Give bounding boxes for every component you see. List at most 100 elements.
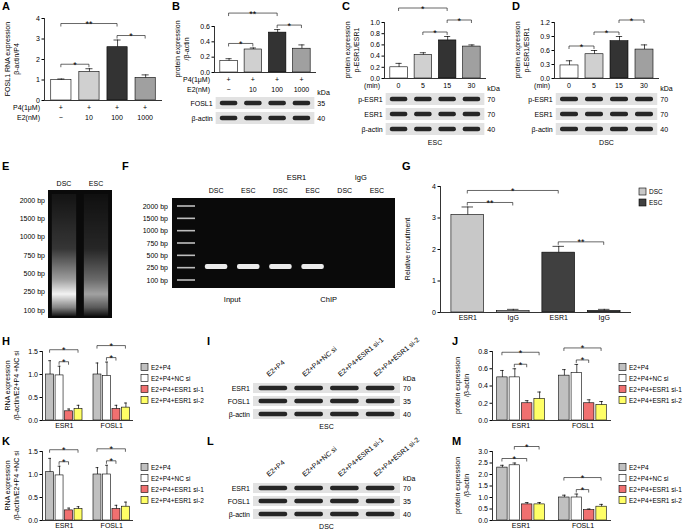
svg-text:500 bp: 500 bp	[147, 252, 169, 260]
svg-text:I: I	[207, 335, 210, 347]
svg-text:Relative recruitment: Relative recruitment	[404, 218, 411, 280]
svg-text:FOSL1: FOSL1	[101, 522, 123, 529]
svg-text:0.0: 0.0	[540, 75, 550, 82]
svg-text:*: *	[421, 4, 425, 14]
svg-text:*: *	[109, 456, 113, 466]
svg-text:ESC: ESC	[428, 139, 442, 146]
svg-text:*: *	[581, 355, 585, 365]
svg-text:0.5: 0.5	[28, 494, 38, 501]
svg-text:10: 10	[249, 86, 257, 93]
svg-text:Input: Input	[224, 295, 242, 304]
svg-text:1.5: 1.5	[28, 348, 38, 355]
svg-text:0.2: 0.2	[200, 53, 210, 60]
svg-text:DSC: DSC	[599, 139, 614, 146]
svg-text:E2+P4+NC si: E2+P4+NC si	[629, 475, 668, 482]
svg-text:500 bp: 500 bp	[24, 270, 46, 278]
svg-text:70: 70	[660, 96, 668, 103]
svg-text:ESR1: ESR1	[512, 522, 530, 529]
svg-text:kDa: kDa	[403, 375, 416, 382]
svg-text:FOSL1: FOSL1	[101, 422, 123, 429]
svg-text:2000 bp: 2000 bp	[20, 197, 45, 205]
svg-text:FOSL1: FOSL1	[190, 100, 212, 107]
svg-text:E2+P4+ESR1 si-1: E2+P4+ESR1 si-1	[629, 386, 682, 393]
svg-text:0.8: 0.8	[478, 348, 488, 355]
svg-text:0.6: 0.6	[200, 23, 210, 30]
svg-text:15: 15	[615, 82, 623, 89]
svg-text:35: 35	[403, 398, 411, 405]
svg-text:IgG: IgG	[508, 314, 519, 322]
svg-text:0.5: 0.5	[478, 505, 488, 512]
svg-text:0.0: 0.0	[200, 69, 210, 76]
svg-text:+: +	[251, 76, 255, 83]
svg-text:0.0: 0.0	[28, 417, 38, 424]
svg-text:*: *	[605, 28, 609, 38]
svg-text:750 bp: 750 bp	[147, 240, 169, 248]
svg-text:*: *	[458, 16, 462, 26]
svg-text:3.0: 3.0	[478, 448, 488, 455]
svg-text:1.5: 1.5	[28, 448, 38, 455]
svg-text:B: B	[172, 0, 180, 12]
svg-text:E2+P4+ESR1 si-1: E2+P4+ESR1 si-1	[151, 386, 204, 393]
svg-text:250 bp: 250 bp	[147, 264, 169, 272]
svg-text:E2+P4+NC si: E2+P4+NC si	[629, 375, 668, 382]
svg-text:1000: 1000	[137, 114, 153, 121]
svg-text:H: H	[2, 335, 10, 347]
svg-text:kDa: kDa	[317, 89, 330, 96]
svg-text:*: *	[525, 442, 529, 452]
svg-text:p-ESR1: p-ESR1	[358, 96, 383, 104]
svg-text:0: 0	[36, 97, 40, 104]
svg-text:*: *	[580, 42, 584, 52]
svg-text:/β-actin/E2+P4 +NC si: /β-actin/E2+P4 +NC si	[13, 450, 21, 520]
svg-text:E2+P4+ESR1 si-2: E2+P4+ESR1 si-2	[372, 336, 420, 378]
svg-text:L: L	[207, 435, 214, 447]
svg-text:0: 0	[397, 82, 401, 89]
svg-text:E2+P4+NC si: E2+P4+NC si	[301, 445, 338, 478]
svg-text:G: G	[402, 160, 411, 172]
svg-text:35: 35	[317, 100, 325, 107]
svg-text:E2+P4+ESR1 si-2: E2+P4+ESR1 si-2	[629, 497, 682, 504]
svg-text:70: 70	[487, 96, 495, 103]
svg-text:D: D	[512, 0, 520, 12]
svg-text:DSC: DSC	[337, 187, 352, 194]
svg-text:*: *	[581, 343, 585, 353]
svg-text:FOSL1: FOSL1	[572, 422, 594, 429]
svg-text:β-actin/P4: β-actin/P4	[13, 43, 21, 75]
svg-text:0.2: 0.2	[478, 399, 488, 406]
svg-text:β-actin: β-actin	[361, 126, 382, 134]
svg-text:1500 bp: 1500 bp	[143, 215, 168, 223]
svg-text:1000: 1000	[294, 86, 310, 93]
svg-text:*: *	[62, 457, 66, 467]
svg-text:β-actin: β-actin	[532, 126, 553, 134]
svg-text:J: J	[452, 335, 458, 347]
svg-text:40: 40	[317, 115, 325, 122]
svg-text:p-ESR1/ESR1: p-ESR1/ESR1	[523, 28, 531, 73]
svg-text:100: 100	[271, 86, 283, 93]
svg-text:*: *	[62, 345, 66, 355]
svg-text:protein expression: protein expression	[514, 21, 522, 78]
svg-text:0.4: 0.4	[478, 382, 488, 389]
svg-text:E2+P4+ESR1 si-1: E2+P4+ESR1 si-1	[629, 486, 682, 493]
svg-text:IgG: IgG	[599, 314, 610, 322]
svg-text:E2+P4+NC si: E2+P4+NC si	[151, 375, 190, 382]
svg-text:0: 0	[432, 309, 436, 316]
svg-text:DSC: DSC	[209, 187, 224, 194]
svg-text:ESC: ESC	[241, 187, 255, 194]
svg-text:kDa: kDa	[403, 475, 416, 482]
svg-text:−: −	[59, 114, 63, 121]
svg-text:1.5: 1.5	[478, 482, 488, 489]
svg-text:/β-actin/E2+P4 +NC si: /β-actin/E2+P4 +NC si	[13, 350, 21, 420]
svg-text:40: 40	[403, 511, 411, 518]
svg-text:70: 70	[403, 385, 411, 392]
svg-text:0.2: 0.2	[370, 64, 380, 71]
svg-text:E2+P4: E2+P4	[151, 364, 171, 371]
svg-text:1.0: 1.0	[28, 371, 38, 378]
svg-text:+: +	[275, 76, 279, 83]
svg-text:3: 3	[36, 35, 40, 42]
svg-text:*: *	[519, 348, 523, 358]
svg-text:+: +	[227, 76, 231, 83]
svg-text:/β-actin: /β-actin	[463, 374, 471, 397]
svg-text:0.3: 0.3	[540, 61, 550, 68]
svg-text:P4(1μM): P4(1μM)	[13, 104, 40, 112]
svg-text:+: +	[143, 104, 147, 111]
svg-text:*: *	[433, 28, 437, 38]
